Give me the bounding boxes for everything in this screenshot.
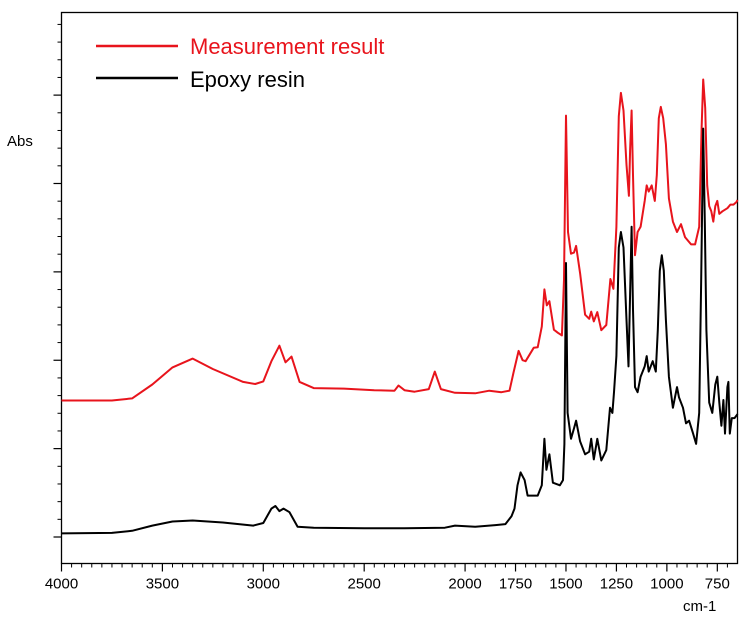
x-tick-label: 1000 [650, 576, 683, 593]
x-tick-label: 2000 [448, 576, 481, 593]
series-layer [61, 78, 739, 535]
plot-frame [60, 11, 739, 565]
legend: Measurement result Epoxy resin [96, 34, 384, 92]
series-line-epoxy-resin [61, 127, 739, 535]
x-tick-label: 750 [705, 576, 730, 593]
series-line-measurement-result [61, 78, 739, 402]
x-tick-label: 1250 [600, 576, 633, 593]
x-tick-label: 3500 [146, 576, 179, 593]
x-tick-label: 1500 [549, 576, 582, 593]
y-axis-ticks [53, 23, 62, 538]
x-tick-label: 2500 [347, 576, 380, 593]
x-tick-label: 3000 [247, 576, 280, 593]
x-tick-label: 4000 [45, 576, 78, 593]
legend-label-epoxy-resin: Epoxy resin [190, 67, 305, 92]
legend-label-measurement-result: Measurement result [190, 34, 384, 59]
x-tick-label: 1750 [499, 576, 532, 593]
y-axis-label: Abs [7, 133, 33, 150]
x-axis-label: cm-1 [683, 598, 716, 615]
x-axis-ticks: 4000 3500 3000 2500 2000 1750 1500 1250 1000 750 [45, 563, 730, 593]
